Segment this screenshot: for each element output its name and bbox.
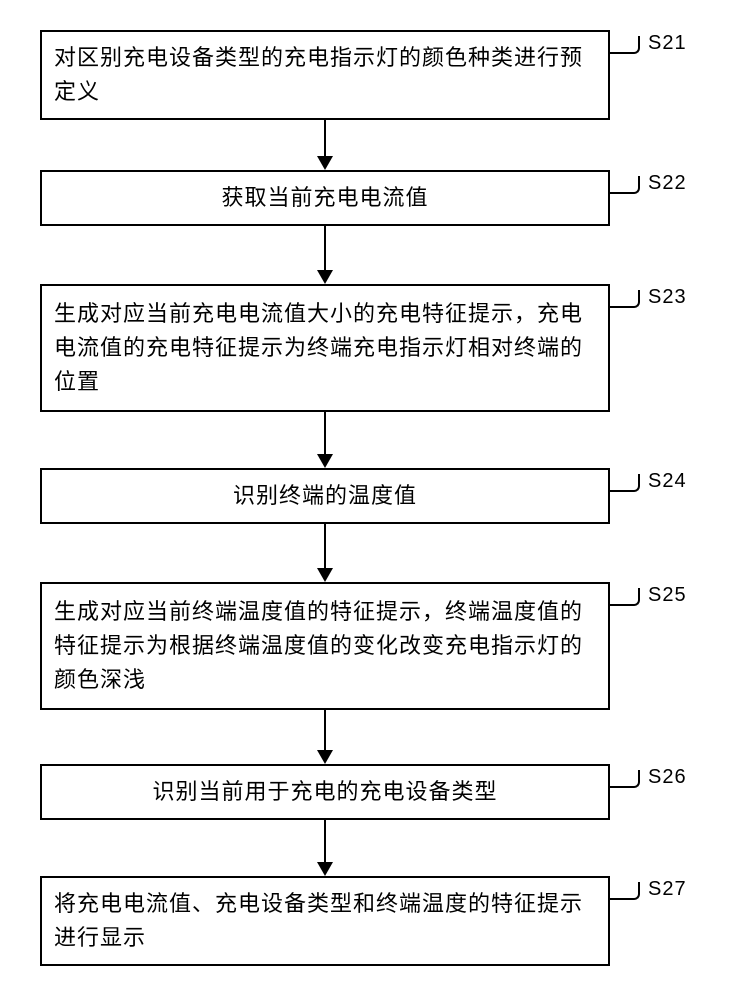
step-label-s21: S21	[648, 32, 687, 55]
label-connector	[610, 290, 640, 308]
arrow-head-icon	[317, 270, 333, 284]
label-connector	[610, 36, 640, 54]
flow-step-text: 对区别充电设备类型的充电指示灯的颜色种类进行预定义	[54, 41, 596, 109]
flow-step-text: 生成对应当前终端温度值的特征提示，终端温度值的特征提示为根据终端温度值的变化改变…	[54, 595, 596, 697]
arrow-head-icon	[317, 862, 333, 876]
arrow-head-icon	[317, 454, 333, 468]
label-connector	[610, 474, 640, 492]
flow-step-text: 识别当前用于充电的充电设备类型	[54, 775, 596, 809]
flowchart-canvas: 对区别充电设备类型的充电指示灯的颜色种类进行预定义 S21 获取当前充电电流值 S22…	[0, 0, 740, 1000]
flow-step-s25: 生成对应当前终端温度值的特征提示，终端温度值的特征提示为根据终端温度值的变化改变…	[40, 582, 610, 710]
flow-step-s27: 将充电电流值、充电设备类型和终端温度的特征提示进行显示	[40, 876, 610, 966]
arrow-head-icon	[317, 750, 333, 764]
arrow-line	[324, 710, 326, 752]
label-connector	[610, 588, 640, 606]
flow-step-text: 生成对应当前充电电流值大小的充电特征提示，充电电流值的充电特征提示为终端充电指示…	[54, 297, 596, 399]
arrow-line	[324, 820, 326, 864]
label-connector	[610, 882, 640, 900]
step-label-s25: S25	[648, 584, 687, 607]
flow-step-s26: 识别当前用于充电的充电设备类型	[40, 764, 610, 820]
label-connector	[610, 770, 640, 788]
arrow-line	[324, 524, 326, 570]
arrow-line	[324, 412, 326, 456]
step-label-s26: S26	[648, 766, 687, 789]
flow-step-s21: 对区别充电设备类型的充电指示灯的颜色种类进行预定义	[40, 30, 610, 120]
arrow-head-icon	[317, 156, 333, 170]
flow-step-s22: 获取当前充电电流值	[40, 170, 610, 226]
step-label-s22: S22	[648, 172, 687, 195]
step-label-s23: S23	[648, 286, 687, 309]
arrow-line	[324, 226, 326, 272]
arrow-head-icon	[317, 568, 333, 582]
flow-step-text: 获取当前充电电流值	[54, 181, 596, 215]
flow-step-text: 识别终端的温度值	[54, 479, 596, 513]
label-connector	[610, 176, 640, 194]
arrow-line	[324, 120, 326, 158]
flow-step-s24: 识别终端的温度值	[40, 468, 610, 524]
flow-step-s23: 生成对应当前充电电流值大小的充电特征提示，充电电流值的充电特征提示为终端充电指示…	[40, 284, 610, 412]
step-label-s24: S24	[648, 470, 687, 493]
flow-step-text: 将充电电流值、充电设备类型和终端温度的特征提示进行显示	[54, 887, 596, 955]
step-label-s27: S27	[648, 878, 687, 901]
